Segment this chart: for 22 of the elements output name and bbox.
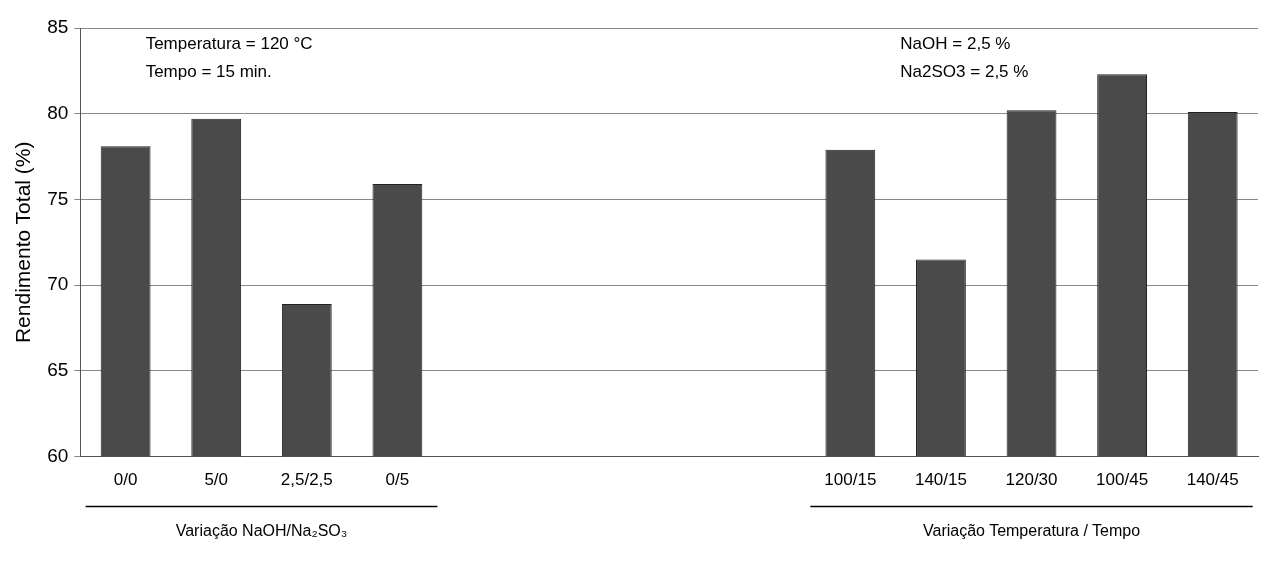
annotation: Temperatura = 120 °C xyxy=(145,33,313,53)
annotation: NaOH = 2,5 % xyxy=(900,33,1011,53)
x-tick-label: 140/45 xyxy=(1186,470,1239,490)
x-tick-label: 140/15 xyxy=(914,470,967,490)
x-tick-label: 0/0 xyxy=(113,470,138,490)
y-tick-label: 75 xyxy=(47,187,69,209)
y-axis-title: Rendimento Total (%) xyxy=(11,141,35,344)
x-tick-label: 5/0 xyxy=(204,470,229,490)
x-tick-label: 120/30 xyxy=(1005,470,1058,490)
annotation: Tempo = 15 min. xyxy=(145,61,272,81)
x-tick-label: 0/5 xyxy=(385,470,410,490)
x-tick-label: 100/15 xyxy=(824,470,877,490)
text: Variação Temperatura / Tempo xyxy=(923,522,1141,540)
text: Variação NaOH/Na₂SO₃ xyxy=(175,522,348,540)
x-tick-label: 2,5/2,5 xyxy=(280,470,333,490)
x-tick-label: 100/45 xyxy=(1096,470,1149,490)
y-tick-label: 80 xyxy=(47,101,69,123)
annotation: Na2SO3 = 2,5 % xyxy=(900,61,1029,81)
y-tick-label: 60 xyxy=(47,444,69,466)
y-tick-label: 85 xyxy=(47,16,69,38)
y-tick-label: 65 xyxy=(47,359,69,381)
y-tick-label: 70 xyxy=(47,273,69,295)
